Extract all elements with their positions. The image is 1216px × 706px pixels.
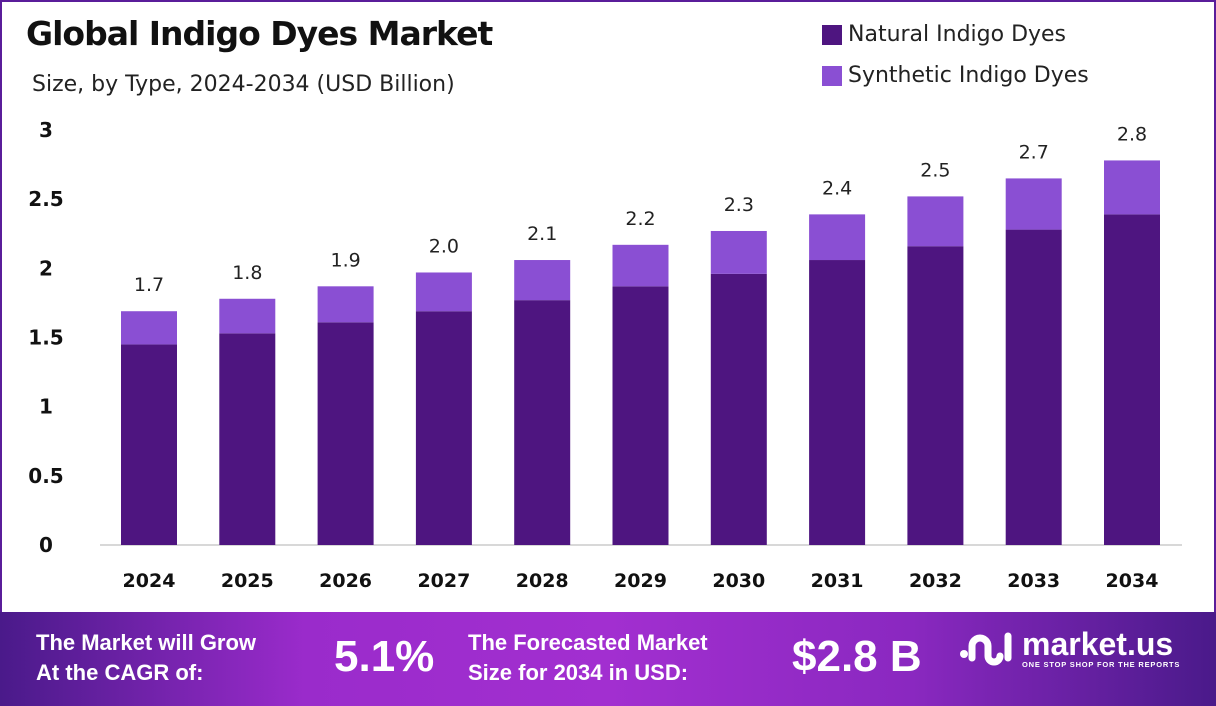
- logo-icon: [960, 632, 1012, 666]
- bar-natural-2028: [514, 300, 571, 545]
- legend-synthetic: Synthetic Indigo Dyes: [822, 63, 1089, 88]
- bar-synthetic-2030: [710, 230, 767, 274]
- forecast-value: $2.8 B: [792, 632, 922, 681]
- legend-natural: Natural Indigo Dyes: [822, 22, 1066, 47]
- bar-natural-2025: [219, 333, 276, 545]
- total-label: 2.5: [920, 159, 950, 181]
- bar-natural-2030: [710, 273, 767, 545]
- logo-name: market.us: [1022, 625, 1174, 662]
- y-tick-label: 1: [39, 395, 53, 419]
- bar-natural-2027: [415, 311, 472, 545]
- bar-synthetic-2031: [809, 214, 866, 261]
- bar-synthetic-2028: [514, 260, 571, 301]
- cagr-text: The Market will Grow At the CAGR of:: [36, 630, 257, 685]
- total-label: 2.1: [527, 223, 557, 245]
- bar-natural-2032: [907, 246, 964, 545]
- y-tick-label: 1.5: [28, 326, 63, 350]
- bar-synthetic-2024: [121, 311, 177, 345]
- total-label: 2.2: [625, 208, 655, 230]
- total-label: 1.7: [134, 274, 164, 296]
- legend-label: Natural Indigo Dyes: [848, 22, 1067, 47]
- x-tick-label: 2032: [909, 570, 962, 592]
- y-tick-label: 3: [39, 118, 53, 142]
- y-tick-label: 0.5: [28, 464, 63, 488]
- bar-synthetic-2027: [415, 272, 472, 312]
- chart-title: Global Indigo Dyes Market: [26, 14, 493, 53]
- market-us-logo: market.us ONE STOP SHOP FOR THE REPORTS: [958, 626, 1180, 670]
- total-label: 2.4: [822, 177, 852, 199]
- y-tick-label: 2.5: [28, 187, 63, 211]
- total-label: 2.7: [1019, 141, 1049, 163]
- cagr-value: 5.1%: [334, 632, 435, 681]
- legend-swatch: [822, 24, 842, 45]
- total-label: 1.8: [232, 262, 262, 284]
- total-label: 2.3: [724, 194, 754, 216]
- bar-natural-2031: [809, 260, 866, 545]
- x-tick-label: 2030: [712, 570, 765, 592]
- bar-natural-2024: [121, 344, 177, 545]
- x-tick-label: 2031: [811, 570, 864, 592]
- legend-swatch: [822, 65, 842, 86]
- bar-chart: 0 0.5 1 1.5 2 2.5 3 1.7 2024 1.8 2025 1.9 2026 2.0 202…: [28, 118, 1182, 592]
- x-tick-label: 2029: [614, 570, 667, 592]
- y-tick-label: 0: [39, 533, 53, 557]
- bar-synthetic-2025: [219, 298, 276, 334]
- x-tick-label: 2028: [516, 570, 569, 592]
- bar-natural-2029: [612, 286, 669, 545]
- x-tick-label: 2025: [221, 570, 274, 592]
- total-label: 2.8: [1117, 123, 1147, 145]
- bar-synthetic-2033: [1005, 178, 1062, 230]
- x-tick-label: 2033: [1007, 570, 1060, 592]
- total-label: 2.0: [429, 235, 459, 257]
- bar-synthetic-2032: [907, 196, 964, 247]
- chart-subtitle: Size, by Type, 2024-2034 (USD Billion): [32, 72, 455, 97]
- x-tick-label: 2034: [1106, 570, 1159, 592]
- x-tick-label: 2027: [417, 570, 470, 592]
- bar-synthetic-2026: [317, 286, 374, 323]
- total-label: 1.9: [330, 249, 360, 271]
- bar-natural-2033: [1005, 229, 1062, 545]
- logo-tagline: ONE STOP SHOP FOR THE REPORTS: [1022, 659, 1181, 669]
- bar-natural-2034: [1104, 214, 1160, 545]
- x-tick-label: 2024: [123, 570, 176, 592]
- x-tick-label: 2026: [319, 570, 372, 592]
- bar-natural-2026: [317, 322, 374, 545]
- y-tick-label: 2: [39, 256, 53, 280]
- legend-label: Synthetic Indigo Dyes: [848, 63, 1089, 88]
- bar-synthetic-2029: [612, 244, 669, 287]
- forecast-text: The Forecasted Market Size for 2034 in US…: [468, 630, 708, 685]
- bar-synthetic-2034: [1104, 160, 1160, 215]
- footer-banner: The Market will Grow At the CAGR of: 5.1%…: [0, 612, 1216, 706]
